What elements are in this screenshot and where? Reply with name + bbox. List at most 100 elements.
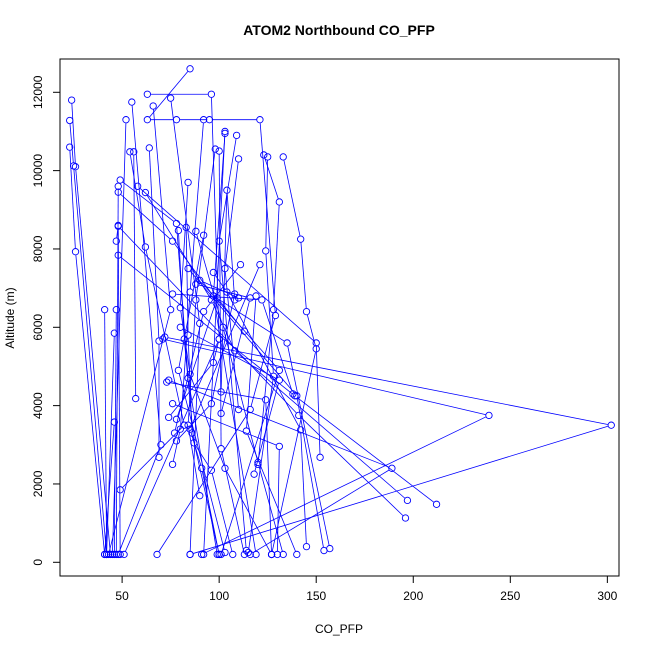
profile-group — [114, 222, 410, 522]
profile-segment — [277, 449, 280, 551]
data-point — [264, 153, 272, 161]
data-point — [184, 421, 192, 429]
profile-group — [199, 127, 229, 559]
chart-title: ATOM2 Northbound CO_PFP — [243, 22, 435, 38]
profile-group — [209, 268, 311, 551]
profile-group — [221, 155, 243, 414]
profile-group — [165, 376, 396, 559]
profile-group — [168, 400, 283, 559]
data-point — [256, 260, 264, 269]
data-point — [128, 98, 136, 106]
data-point — [275, 376, 283, 384]
data-point — [66, 116, 74, 125]
profile-segment — [174, 243, 212, 294]
profile-segment — [178, 405, 210, 439]
data-point — [232, 131, 241, 140]
data-point — [217, 550, 225, 559]
profile-segment — [149, 71, 189, 118]
data-point — [215, 237, 223, 245]
profile-group — [217, 186, 239, 396]
x-axis: 50 100 150 200 250 300 — [115, 576, 618, 603]
profile-segment — [75, 255, 105, 552]
profile-segment — [174, 314, 204, 430]
profile-segment — [203, 134, 226, 551]
profile-group — [114, 98, 165, 559]
profile-segment — [211, 473, 233, 552]
profile-segment — [300, 433, 307, 544]
data-point — [157, 441, 165, 449]
profile-segment — [170, 365, 212, 415]
profile-segment — [104, 425, 115, 551]
data-point — [302, 542, 311, 551]
profile-segment — [178, 234, 185, 336]
data-point — [145, 144, 153, 152]
profile-segment — [177, 301, 217, 417]
data-point — [168, 460, 177, 469]
profile-segment — [221, 373, 279, 552]
data-layer — [66, 65, 615, 559]
data-point — [184, 264, 192, 273]
x-tick-label: 150 — [306, 589, 326, 603]
data-point — [192, 227, 200, 235]
data-point — [102, 550, 111, 559]
profile-segment — [297, 397, 435, 503]
profile-segment — [193, 425, 609, 554]
profile-group — [186, 260, 264, 559]
profile-group — [209, 129, 260, 559]
data-point — [155, 453, 163, 461]
data-point — [132, 394, 140, 403]
x-tick-label: 200 — [403, 589, 423, 603]
data-point — [217, 409, 225, 418]
data-point — [293, 392, 301, 400]
data-point — [180, 335, 188, 343]
profile-segment — [201, 471, 219, 552]
data-point — [252, 292, 260, 300]
profile-segment — [237, 352, 406, 499]
data-point — [295, 411, 303, 420]
profile-segment — [130, 155, 146, 244]
profile-segment — [113, 313, 117, 551]
profile-segment — [131, 105, 162, 442]
data-point — [199, 550, 208, 559]
data-point — [110, 418, 118, 426]
profile-segment — [116, 228, 119, 238]
profile-segment — [75, 170, 111, 552]
data-point — [112, 237, 120, 245]
data-point — [114, 188, 122, 196]
data-point — [291, 392, 299, 400]
data-point — [205, 116, 214, 124]
data-point — [166, 306, 175, 314]
data-point — [112, 550, 120, 559]
data-point — [186, 550, 194, 559]
profile-group — [184, 145, 219, 500]
x-axis-label: CO_PFP — [315, 622, 363, 636]
data-point — [207, 90, 216, 98]
data-point — [236, 260, 245, 269]
data-point — [71, 248, 80, 256]
profile-segment — [192, 436, 219, 552]
profile-segment — [108, 312, 171, 552]
data-point — [176, 304, 184, 312]
profile-group — [110, 306, 120, 559]
data-point — [199, 307, 208, 316]
profile-segment — [262, 303, 293, 391]
profile-segment — [115, 189, 119, 551]
profile-segment — [120, 257, 293, 394]
data-point — [182, 223, 190, 232]
profile-segment — [287, 346, 330, 546]
profile-segment — [219, 138, 237, 238]
data-point — [104, 550, 113, 559]
profile-segment — [122, 181, 174, 222]
profile-segment — [188, 428, 200, 493]
data-point — [159, 335, 167, 343]
data-point — [166, 94, 175, 102]
data-point — [312, 339, 320, 347]
x-tick-label: 250 — [500, 589, 520, 603]
profile-segment — [171, 381, 389, 468]
profile-segment — [168, 337, 608, 425]
data-point — [168, 237, 177, 245]
data-point — [485, 411, 493, 420]
profile-group — [168, 116, 208, 469]
data-point — [168, 290, 177, 298]
data-point — [176, 323, 184, 331]
